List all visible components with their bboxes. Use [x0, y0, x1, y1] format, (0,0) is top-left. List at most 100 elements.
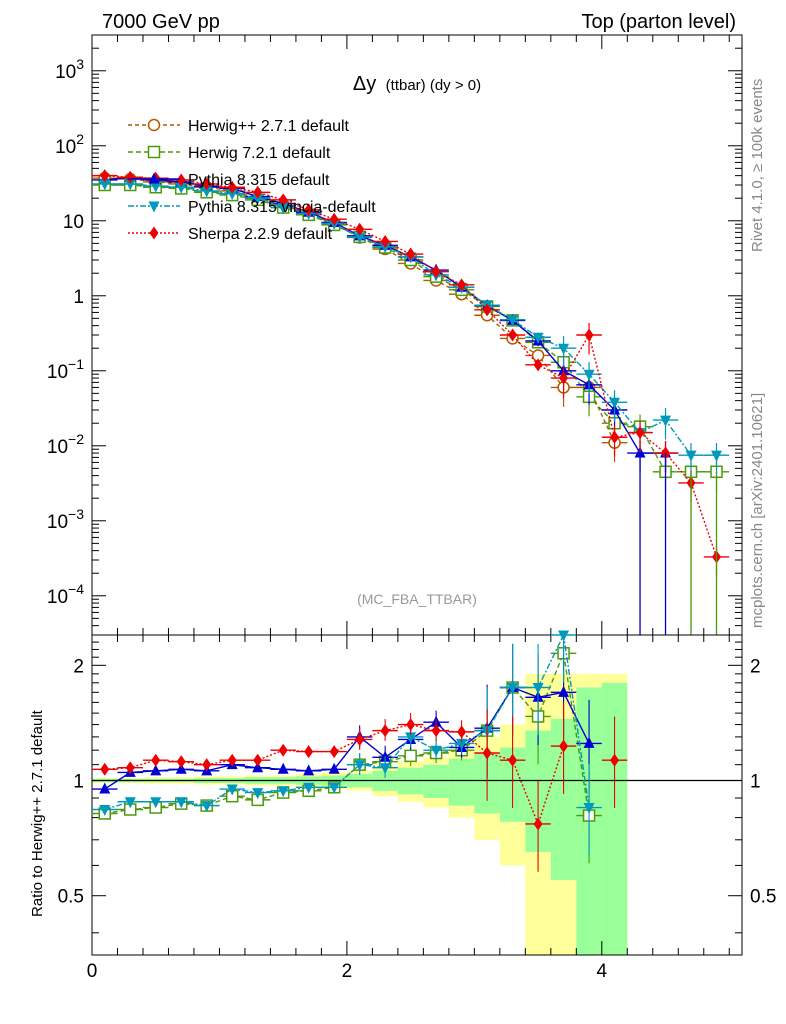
plot-title-main: Δy — [353, 73, 376, 95]
ratio-point — [99, 782, 111, 794]
ratio-point — [583, 803, 595, 815]
legend-label: Pythia 8.315 vincia-default — [188, 199, 376, 216]
y-tick-base: 10 — [47, 362, 68, 383]
ratio-tick-label-left: 0.5 — [58, 887, 84, 908]
data-point — [533, 358, 543, 372]
data-point — [354, 232, 366, 244]
data-point — [277, 203, 289, 215]
legend: Herwig++ 2.7.1 default Herwig 7.2.1 defau… — [128, 118, 376, 243]
data-point — [532, 332, 544, 344]
y-tick-label: 10 — [63, 212, 84, 233]
series-line — [104, 177, 616, 443]
ratio-point — [277, 762, 289, 774]
ratio-axes: 2 2 1 1 0.5 0.5 — [58, 635, 776, 955]
y-tick-label: 103 — [55, 56, 84, 83]
data-point — [609, 397, 621, 409]
y-tick-exp: −1 — [68, 356, 84, 372]
ratio-point — [329, 745, 339, 759]
data-point — [380, 234, 390, 248]
data-point — [125, 170, 135, 184]
data-point — [227, 180, 237, 194]
data-point — [253, 185, 263, 199]
y-tick-base: 10 — [55, 137, 76, 158]
data-point — [431, 265, 441, 279]
ratio-point — [559, 739, 569, 753]
ratio-point — [226, 784, 238, 796]
y-tick-base: 10 — [47, 437, 68, 458]
ratio-point — [405, 732, 417, 744]
ratio-tick-label-right: 0.5 — [750, 887, 776, 908]
y-tick-exp: 3 — [76, 56, 84, 72]
ratio-point — [558, 630, 570, 642]
ratio-point — [457, 725, 467, 739]
ratio-point — [151, 753, 161, 767]
legend-label: Herwig 7.2.1 default — [188, 145, 331, 162]
legend-entry: Herwig++ 2.7.1 default — [128, 118, 350, 135]
ratio-plot-panel: 2 2 1 1 0.5 0.5 — [58, 630, 776, 956]
y-tick-base: 10 — [47, 512, 68, 533]
ratio-frame — [91, 634, 743, 956]
ratio-point — [507, 682, 519, 694]
main-series-group — [92, 169, 730, 635]
legend-entry: Pythia 8.315 vincia-default — [128, 199, 376, 216]
data-point — [634, 446, 646, 458]
y-tick-exp: −4 — [68, 581, 84, 597]
ratio-point — [99, 804, 111, 816]
ratio-point — [328, 762, 340, 774]
data-point — [685, 450, 697, 462]
ratio-point — [100, 762, 110, 776]
ratio-point — [304, 745, 314, 759]
data-point — [329, 212, 339, 226]
ratio-point — [124, 797, 136, 809]
ratio-point — [150, 797, 162, 809]
data-point — [508, 328, 518, 342]
ratio-point — [406, 718, 416, 732]
ratio-tick-label-left: 1 — [73, 772, 84, 793]
ratio-point — [431, 724, 441, 738]
ratio-point — [252, 761, 264, 773]
data-point — [226, 189, 238, 201]
legend-label: Pythia 8.315 default — [188, 172, 330, 189]
series-4 — [92, 169, 730, 577]
legend-label: Sherpa 2.2.9 default — [188, 226, 333, 243]
series-2 — [92, 170, 679, 473]
ratio-point — [150, 764, 162, 776]
legend-marker — [149, 226, 159, 240]
data-point — [175, 182, 187, 194]
data-point — [558, 343, 570, 355]
inner-band-bin — [423, 764, 449, 799]
plot-title: Δy (ttbar) (dy > 0) — [353, 73, 481, 95]
data-point — [660, 415, 672, 427]
ratio-point — [482, 746, 492, 760]
x-tick-label: 2 — [342, 961, 353, 982]
legend-marker — [147, 118, 161, 132]
y-tick-label: 1 — [73, 287, 84, 308]
x-axis: 0 2 4 — [87, 961, 608, 982]
ratio-point — [277, 786, 289, 798]
ratio-point — [558, 685, 570, 697]
data-point — [482, 303, 492, 317]
y-tick-exp: −2 — [68, 431, 84, 447]
ratio-point — [532, 682, 544, 694]
data-point — [711, 450, 723, 462]
data-point — [457, 278, 467, 292]
data-point — [355, 222, 365, 236]
legend-entry: Herwig 7.2.1 default — [128, 145, 331, 162]
x-tick-label: 4 — [597, 961, 608, 982]
data-point — [176, 173, 186, 187]
ratio-tick-label-right: 1 — [750, 772, 761, 793]
legend-entry: Sherpa 2.2.9 default — [128, 226, 333, 243]
data-point — [507, 315, 519, 327]
data-point — [100, 169, 110, 183]
ratio-point — [404, 749, 417, 763]
ratio-series-group — [92, 630, 628, 872]
ratio-point — [303, 782, 315, 794]
x-tick-label: 0 — [87, 961, 98, 982]
ratio-point — [456, 738, 468, 750]
header-right: Top (parton level) — [581, 11, 736, 33]
data-point — [202, 177, 212, 191]
legend-marker — [147, 145, 161, 159]
watermark: (MC_FBA_TTBAR) — [357, 591, 477, 607]
